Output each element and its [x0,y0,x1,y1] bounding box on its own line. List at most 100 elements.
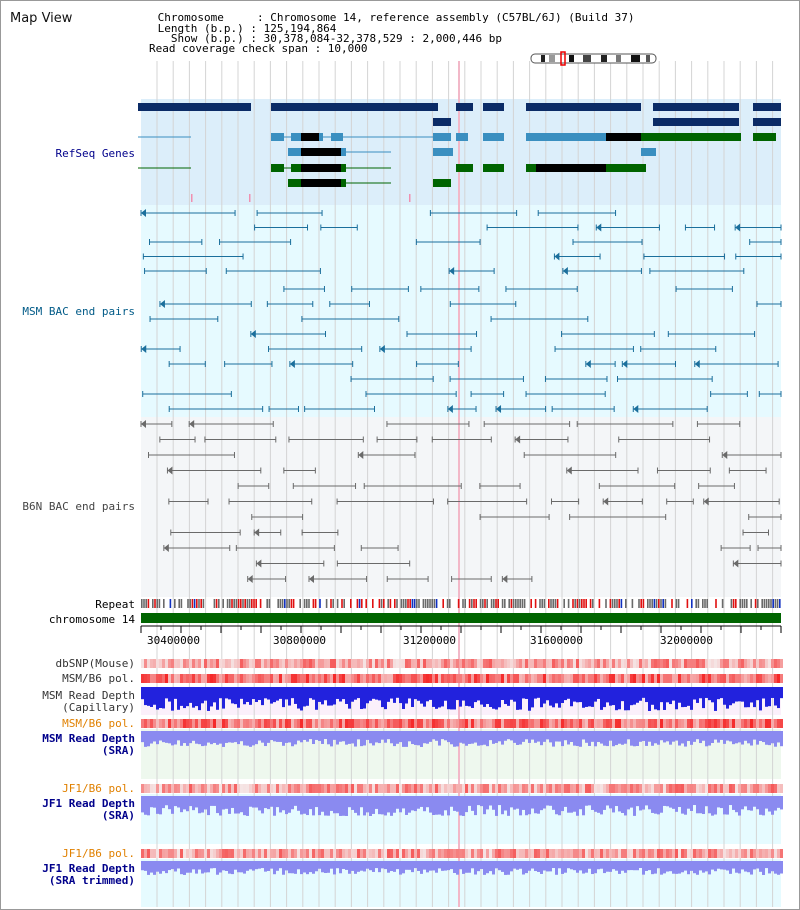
depth-bar [429,796,432,813]
depth-bar [621,731,624,745]
heat-cell [516,784,519,793]
heat-cell [465,674,468,683]
heat-cell [753,849,756,858]
depth-bar [330,731,333,747]
heat-cell [654,674,657,683]
depth-bar [441,861,444,871]
depth-bar [627,861,630,871]
heat-cell [477,659,480,668]
depth-bar [573,861,576,871]
heat-cell [471,784,474,793]
heat-cell [726,659,729,668]
heat-cell [354,674,357,683]
heat-cell [645,849,648,858]
repeat-mark [422,599,425,608]
heat-cell [348,674,351,683]
msm-bac-label[interactable]: MSM BAC end pairs [22,305,135,318]
depth-bar [639,861,642,869]
depth-bar [345,796,348,816]
heat-cell [354,719,357,728]
heat-cell [744,719,747,728]
heat-cell [465,719,468,728]
depth-bar [459,861,462,870]
repeat-mark [671,599,673,608]
heat-cell [489,784,492,793]
depth-bar [714,796,717,815]
depth-bar [525,731,528,740]
heat-cell [663,659,666,668]
refseq-track-bg [141,99,781,205]
depth-bar [552,731,555,747]
heat-cell [555,659,558,668]
heat-cell [597,674,600,683]
repeat-mark [479,599,482,608]
heat-cell [633,659,636,668]
depth-bar [693,687,696,700]
depth-bar [768,861,771,874]
depth-bar [651,687,654,705]
heat-cell [447,849,450,858]
depth-bar [759,861,762,872]
depth-bar [483,731,486,745]
heat-cell [738,719,741,728]
heat-cell [678,674,681,683]
depth-bar [534,861,537,872]
depth-bar [447,687,450,710]
depth-bar [549,796,552,806]
heat-cell [258,849,261,858]
gene-exon [271,133,284,141]
depth-bar [324,731,327,740]
repeat-mark [303,599,306,608]
heat-cell [243,784,246,793]
heat-cell [504,674,507,683]
heat-cell [528,674,531,683]
heat-cell [291,674,294,683]
heat-cell [744,659,747,668]
heat-cell [321,849,324,858]
repeat-mark [389,599,392,608]
heat-cell [777,719,780,728]
heat-cell [747,719,750,728]
heat-cell [393,784,396,793]
heat-cell [723,659,726,668]
repeat-mark [462,599,464,608]
depth-bar [372,731,375,746]
heat-cell [234,659,237,668]
heat-cell [450,719,453,728]
depth-bar [255,861,258,870]
depth-bar [339,796,342,816]
heat-cell [147,674,150,683]
refseq-genes-label[interactable]: RefSeq Genes [55,147,135,160]
heat-cell [528,784,531,793]
gene-exon [456,103,473,111]
heat-cell [744,849,747,858]
heat-cell [309,674,312,683]
depth-bar [564,861,567,873]
heat-cell [609,674,612,683]
heat-cell [633,784,636,793]
depth-bar [468,731,471,744]
depth-bar [549,731,552,743]
b6n-bac-label[interactable]: B6N BAC end pairs [22,500,135,513]
depth-bar [669,796,672,808]
heat-cell [141,674,144,683]
depth-bar [201,796,204,813]
heat-cell [180,674,183,683]
depth-bar [156,731,159,745]
depth-bar [663,731,666,743]
repeat-mark [686,599,689,608]
heat-cell [432,784,435,793]
heat-cell [228,674,231,683]
depth-bar [360,861,363,871]
repeat-mark [585,599,587,608]
heat-cell [423,784,426,793]
depth-bar [405,861,408,870]
repeat-mark [396,599,398,608]
repeat-mark [504,599,506,608]
depth-bar [765,687,768,707]
heat-cell [708,659,711,668]
depth-bar [189,796,192,807]
depth-bar [264,796,267,809]
heat-cell [603,719,606,728]
